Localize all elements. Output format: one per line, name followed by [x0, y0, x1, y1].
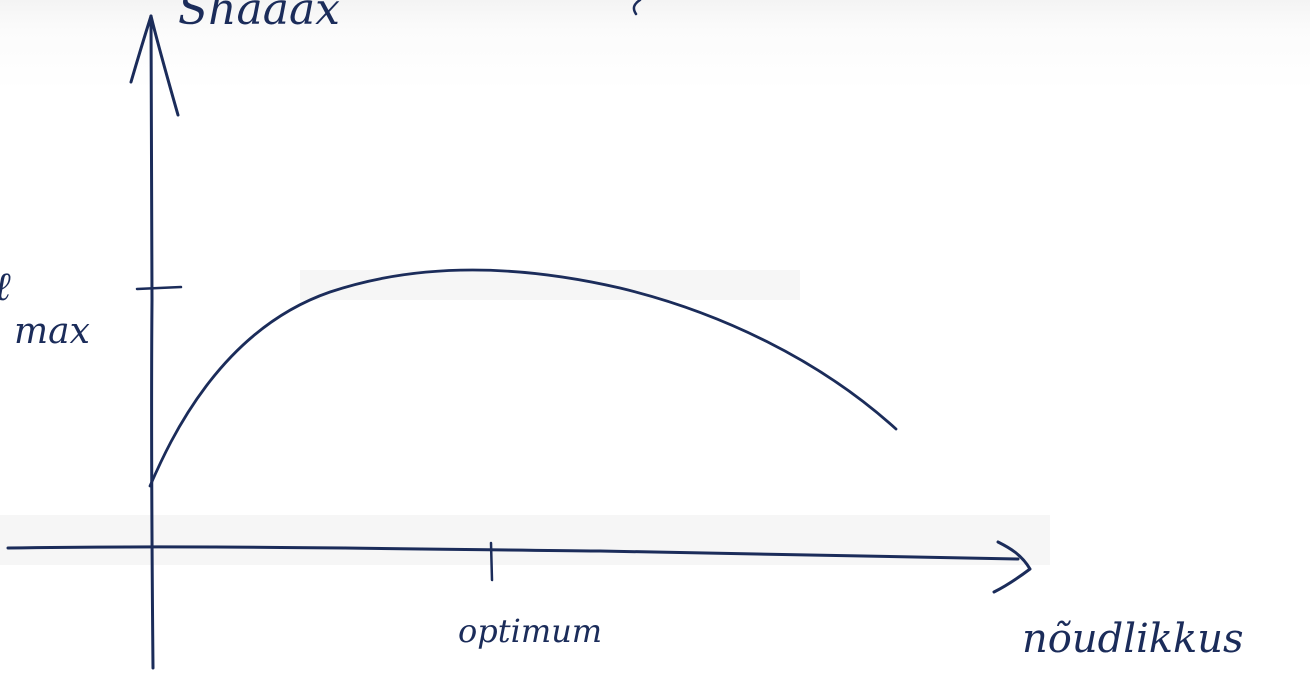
performance-curve [148, 268, 898, 488]
y-axis-arrowhead [129, 14, 180, 117]
x-axis-label: nõudlikkus [1022, 616, 1244, 662]
title-partial-stroke [632, 0, 642, 16]
x-tick-optimum [489, 541, 494, 582]
y-tick-max [135, 285, 183, 291]
y-label-subscript: max [14, 311, 90, 352]
x-axis-arrowhead [992, 540, 1032, 594]
title-partial: Shaaax [178, 0, 340, 35]
y-label-symbol: ℓ [0, 264, 11, 310]
x-tick-label-optimum: optimum [458, 612, 602, 650]
x-axis-line [6, 545, 1020, 561]
y-axis-line [149, 14, 155, 670]
